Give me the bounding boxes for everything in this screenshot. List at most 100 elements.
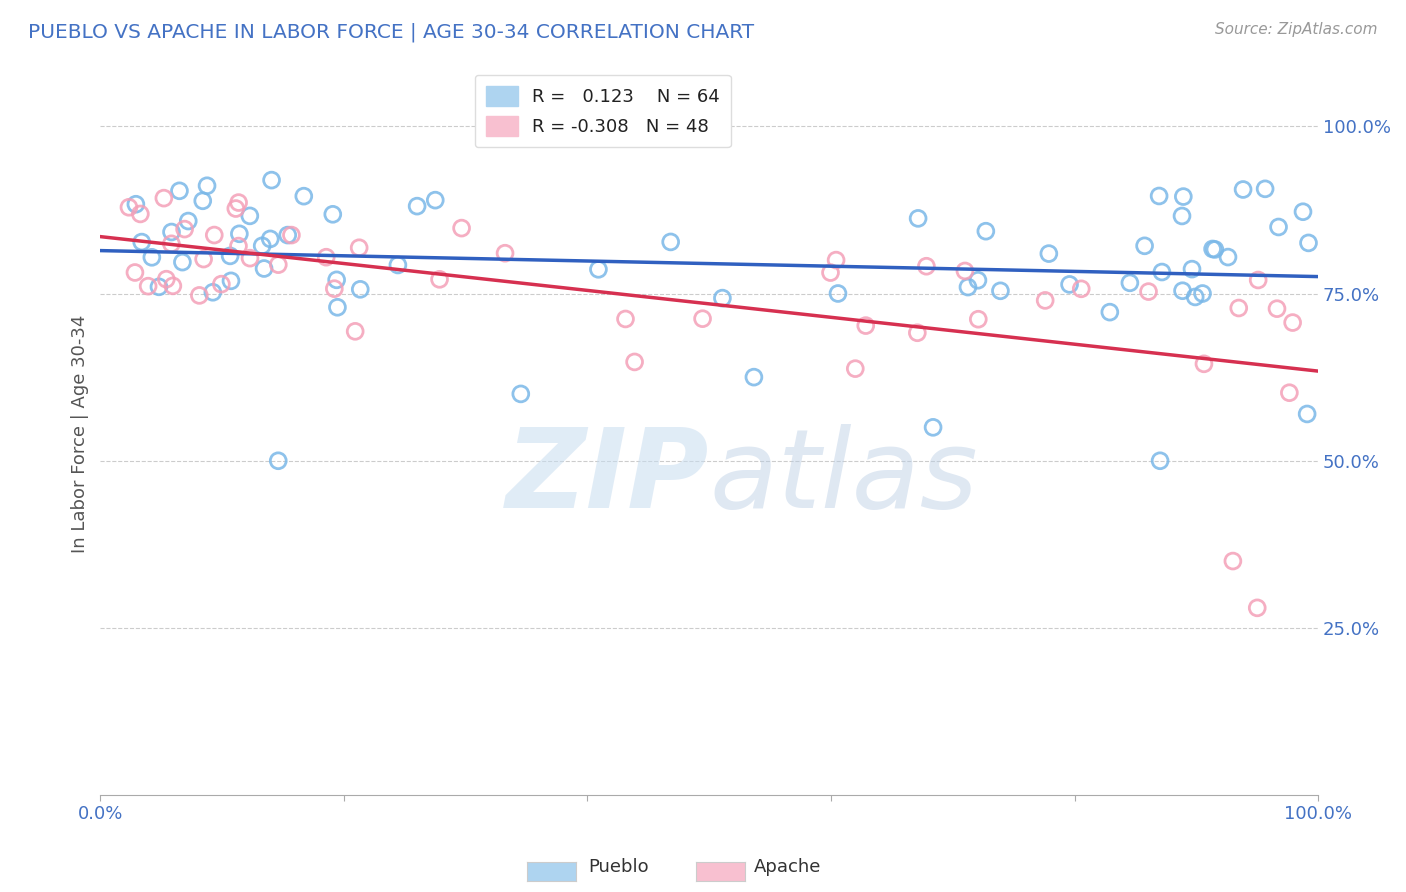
Text: Pueblo: Pueblo [588,858,650,876]
Point [1201,242,1223,256]
Point [1247,273,1270,287]
Point [326,300,349,314]
Point [280,228,302,243]
Point [349,282,371,296]
Point [347,241,370,255]
Text: Apache: Apache [754,858,821,876]
Point [177,214,200,228]
Point [855,318,877,333]
Text: atlas: atlas [709,424,977,531]
Point [292,189,315,203]
Point [1227,301,1250,315]
Point [169,184,191,198]
Point [1133,239,1156,253]
Point [239,209,262,223]
Point [188,288,211,302]
Point [1246,600,1268,615]
Point [1265,301,1288,316]
Point [1296,407,1319,421]
Point [406,199,429,213]
Point [155,272,177,286]
Point [623,355,645,369]
Point [228,239,250,253]
Point [907,211,929,226]
Point [953,264,976,278]
Point [905,326,928,340]
Point [201,285,224,300]
Point [160,225,183,239]
Point [202,228,225,243]
Point [659,235,682,249]
Legend: R =   0.123    N = 64, R = -0.308   N = 48: R = 0.123 N = 64, R = -0.308 N = 48 [475,75,731,147]
Point [209,277,232,292]
Point [1216,250,1239,264]
Point [922,420,945,434]
Point [827,286,849,301]
Point [450,221,472,235]
Point [153,191,176,205]
Point [915,259,938,273]
Point [195,178,218,193]
Point [239,251,262,265]
Point [1298,235,1320,250]
Point [711,291,734,305]
Point [990,284,1012,298]
Point [1232,182,1254,196]
Point [967,273,990,287]
Point [956,280,979,294]
Point [148,280,170,294]
Point [162,278,184,293]
Point [253,261,276,276]
Point [315,250,337,264]
Point [1033,293,1056,308]
Point [1150,265,1173,279]
Point [1149,454,1171,468]
Y-axis label: In Labor Force | Age 30-34: In Labor Force | Age 30-34 [72,315,89,553]
Point [1119,276,1142,290]
Point [1059,277,1081,292]
Point [1184,290,1206,304]
Point [225,202,247,216]
Point [825,253,848,268]
Point [250,239,273,253]
Point [494,246,516,260]
Point [1254,182,1277,196]
Point [131,235,153,249]
Point [1267,219,1289,234]
Point [260,173,283,187]
Point [425,193,447,207]
Point [228,195,250,210]
Point [1222,554,1244,568]
Point [692,311,714,326]
Point [614,312,637,326]
Point [277,228,299,243]
Point [844,361,866,376]
Point [1192,357,1215,371]
Point [1191,286,1213,301]
Point [1292,204,1315,219]
Point [325,273,347,287]
Point [1137,285,1160,299]
Point [219,249,242,263]
Point [820,266,842,280]
Point [1038,246,1060,260]
Point [1173,189,1195,203]
Point [1070,282,1092,296]
Point [141,250,163,264]
Point [742,370,765,384]
Point [267,258,290,272]
Point [1147,189,1170,203]
Point [129,207,152,221]
Point [1171,284,1194,298]
Point [228,227,250,241]
Point [974,224,997,238]
Point [1278,385,1301,400]
Point [387,258,409,272]
Point [509,387,531,401]
Point [124,265,146,279]
Point [219,274,242,288]
Point [588,262,610,277]
Point [267,454,290,468]
Point [118,200,141,214]
Text: Source: ZipAtlas.com: Source: ZipAtlas.com [1215,22,1378,37]
